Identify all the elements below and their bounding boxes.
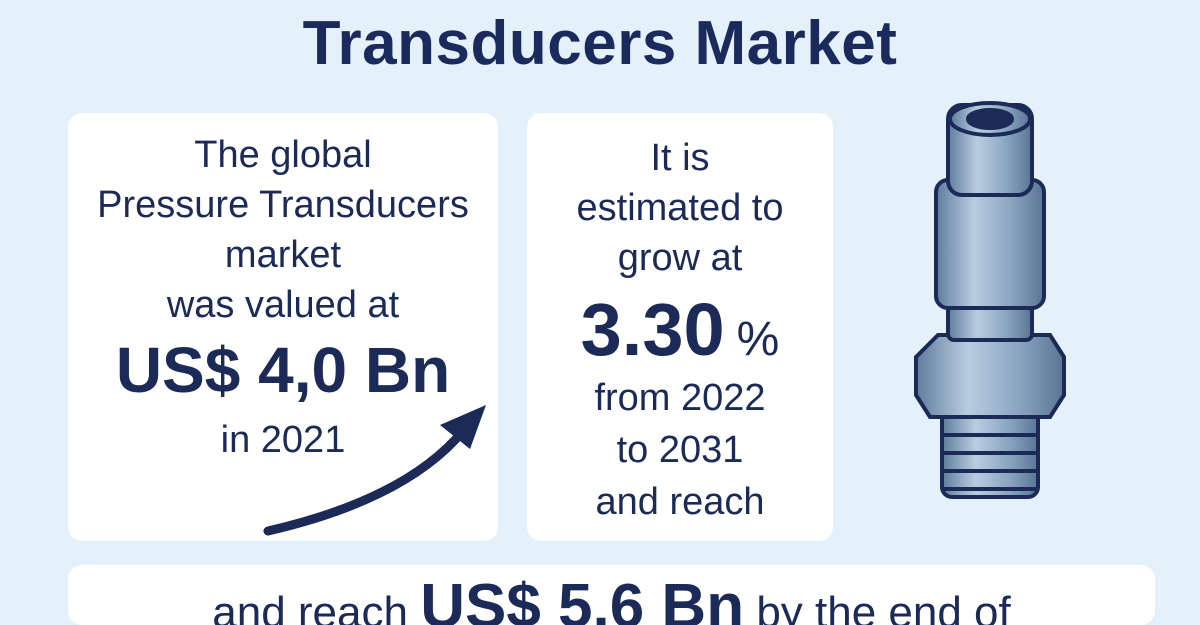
rate-unit: %	[736, 313, 780, 366]
value-text: US$ 4,0 Bn	[115, 334, 451, 406]
text-line: in 2021	[220, 419, 346, 461]
summary-text: and reach US$ 5.6 Bn by the end of	[68, 571, 1155, 625]
text-line: grow at	[617, 237, 743, 279]
text-line: and reach	[595, 481, 765, 523]
text-line: market	[224, 234, 342, 276]
value-card: The global Pressure Transducers market w…	[68, 113, 498, 541]
summary-prefix: and reach	[212, 588, 408, 625]
text-line: estimated to	[576, 187, 784, 229]
rate-value: 3.30	[580, 288, 725, 371]
text-line: was valued at	[166, 284, 400, 326]
summary-suffix: by the end of	[756, 588, 1011, 625]
growth-arrow	[263, 405, 486, 536]
page: {"header": {"title": "Transducers Market…	[68, 9, 1155, 625]
text-line: to 2031	[616, 429, 744, 471]
growth-card: It is estimated to grow at 3.30% from 20…	[527, 113, 833, 541]
text-line: It is	[650, 137, 710, 179]
text-line: Pressure Transducers	[97, 184, 469, 226]
rate-text: 3.30%	[527, 290, 833, 380]
summary-card: and reach US$ 5.6 Bn by the end of	[68, 565, 1155, 625]
text-line: The global	[194, 134, 372, 176]
title: Transducers Market	[302, 9, 898, 78]
text-line: from 2022	[594, 377, 766, 419]
transducer-icon	[914, 101, 1066, 499]
summary-value: US$ 5.6 Bn	[420, 572, 745, 625]
